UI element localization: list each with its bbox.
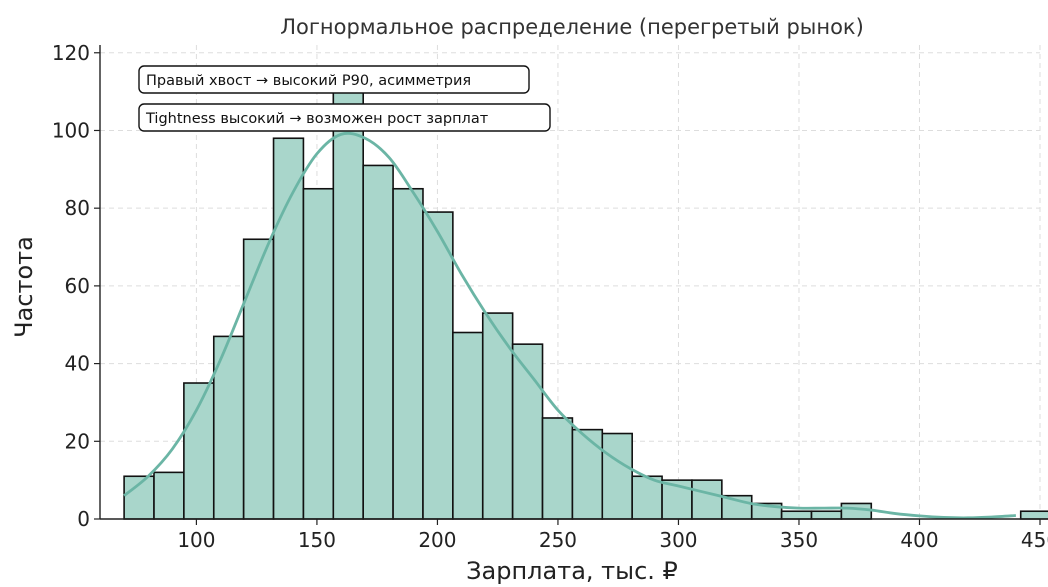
bar-22 <box>780 510 813 520</box>
x-axis-label: Зарплата, тыс. ₽ <box>466 557 678 585</box>
annotation-1-text: Правый хвост → высокий P90, асимметрия <box>146 73 471 89</box>
kde-curve <box>123 131 1016 520</box>
x-tick-label-3: 250 <box>539 528 577 552</box>
x-tick-label-0: 100 <box>177 528 215 552</box>
y-axis-label: Частота <box>10 236 38 338</box>
x-tick-label-5: 350 <box>780 528 818 552</box>
axes <box>99 45 1040 520</box>
tick-labels: 100 150 200 250 300 350 400 450 0 20 40 60 80 100 120 <box>52 41 1048 552</box>
bar-30 <box>1019 510 1048 520</box>
y-tick-label-0: 0 <box>77 507 90 531</box>
y-tick-label-2: 40 <box>65 352 90 376</box>
bar-9 <box>392 187 424 520</box>
bar-17 <box>631 475 663 520</box>
bar-19 <box>691 479 723 520</box>
bar-4 <box>242 238 275 520</box>
bar-23 <box>810 510 843 520</box>
y-tick-label-1: 20 <box>65 429 90 453</box>
annotation-2-text: Tightness высокий → возможен рост зарпла… <box>145 111 489 127</box>
chart-title: Логнормальное распределение (перегретый … <box>280 15 864 39</box>
bar-15 <box>571 428 604 520</box>
x-tick-label-1: 150 <box>298 528 336 552</box>
histogram-bars <box>123 86 1048 520</box>
x-tick-label-2: 200 <box>418 528 456 552</box>
y-tick-label-4: 80 <box>65 196 90 220</box>
bar-11 <box>452 331 484 520</box>
annotation-2: Tightness высокий → возможен рост зарпла… <box>138 103 551 132</box>
x-tick-label-7: 450 <box>1021 528 1048 552</box>
bar-5 <box>272 137 305 520</box>
annotation-1: Правый хвост → высокий P90, асимметрия <box>138 65 530 94</box>
bar-10 <box>422 211 454 520</box>
bar-14 <box>541 417 574 520</box>
y-tick-label-5: 100 <box>52 118 90 142</box>
bar-7 <box>332 86 365 520</box>
x-tick-label-6: 400 <box>900 528 938 552</box>
y-tick-label-6: 120 <box>52 41 90 65</box>
bar-16 <box>601 432 633 520</box>
bar-8 <box>362 164 394 520</box>
y-tick-label-3: 60 <box>65 274 90 298</box>
x-tick-label-4: 300 <box>659 528 697 552</box>
bar-24 <box>840 502 873 520</box>
bar-6 <box>302 187 335 520</box>
annotations: Правый хвост → высокий P90, асимметрия T… <box>138 65 551 132</box>
bar-1 <box>153 471 185 520</box>
